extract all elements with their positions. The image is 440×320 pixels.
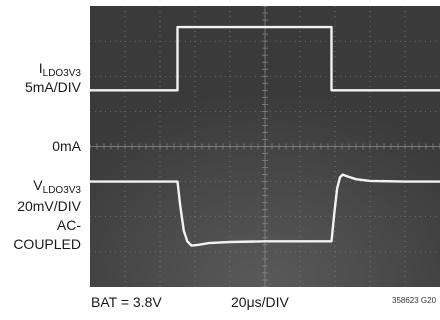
voltage-channel-symbol: V <box>33 177 43 193</box>
current-channel-symbol: I <box>38 60 43 76</box>
graticule <box>90 6 440 287</box>
voltage-trace <box>90 173 440 247</box>
figure-id-label: 358623 G20 <box>392 296 437 305</box>
timebase-label: 20μs/DIV <box>231 294 289 310</box>
trace-layer <box>90 25 440 247</box>
voltage-channel-label: VLDO3V3 <box>33 177 81 199</box>
coupling-label-line2: COUPLED <box>13 236 81 252</box>
oscilloscope-screen <box>90 6 440 287</box>
current-channel-subscript: LDO3V3 <box>42 68 81 79</box>
voltage-channel-subscript: LDO3V3 <box>42 185 81 196</box>
current-scale-label: 5mA/DIV <box>24 79 81 95</box>
coupling-label-line1: AC- <box>56 217 81 233</box>
battery-voltage-label: BAT = 3.8V <box>91 294 162 310</box>
zero-current-label: 0mA <box>52 138 81 154</box>
current-trace <box>90 25 440 92</box>
voltage-scale-label: 20mV/DIV <box>17 198 81 214</box>
current-channel-label: ILDO3V3 <box>39 60 81 82</box>
